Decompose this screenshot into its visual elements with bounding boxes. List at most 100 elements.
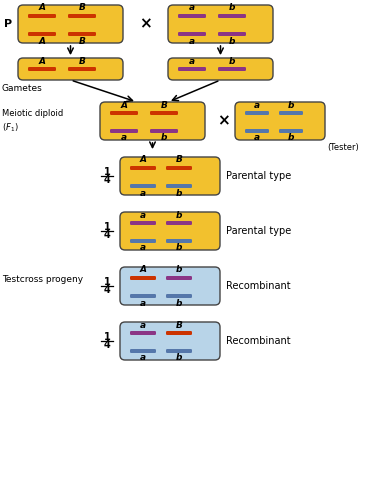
FancyBboxPatch shape [130,349,156,353]
Text: a: a [140,299,146,308]
FancyBboxPatch shape [120,322,220,360]
Text: a: a [140,353,146,362]
FancyBboxPatch shape [235,102,325,140]
FancyBboxPatch shape [279,111,303,115]
FancyBboxPatch shape [130,184,156,188]
Text: a: a [254,133,260,143]
FancyBboxPatch shape [279,129,303,133]
Text: a: a [121,133,127,143]
FancyBboxPatch shape [166,294,192,298]
FancyBboxPatch shape [28,67,56,71]
FancyBboxPatch shape [130,221,156,225]
Text: b: b [176,265,182,275]
Text: B: B [176,156,183,165]
FancyBboxPatch shape [130,239,156,243]
Text: b: b [229,57,235,65]
FancyBboxPatch shape [178,67,206,71]
FancyBboxPatch shape [166,221,192,225]
FancyBboxPatch shape [166,276,192,280]
FancyBboxPatch shape [68,32,96,36]
Text: A: A [140,265,147,275]
Text: a: a [189,57,195,65]
Text: b: b [229,3,235,12]
FancyBboxPatch shape [130,166,156,170]
Text: 4: 4 [104,175,110,185]
Text: Testcross progeny: Testcross progeny [2,276,83,285]
Text: a: a [140,321,146,329]
FancyBboxPatch shape [68,14,96,18]
FancyBboxPatch shape [218,32,246,36]
FancyBboxPatch shape [130,276,156,280]
FancyBboxPatch shape [178,32,206,36]
Text: a: a [189,36,195,46]
Text: 4: 4 [104,340,110,350]
FancyBboxPatch shape [18,5,123,43]
Text: B: B [176,321,183,329]
Text: ×: × [138,16,151,32]
Text: Parental type: Parental type [226,226,291,236]
FancyBboxPatch shape [218,14,246,18]
FancyBboxPatch shape [120,212,220,250]
Text: b: b [176,243,182,252]
FancyBboxPatch shape [166,331,192,335]
FancyBboxPatch shape [28,32,56,36]
Text: b: b [176,353,182,362]
Text: a: a [140,211,146,219]
Text: 1: 1 [104,332,110,342]
Text: $(F_1)$: $(F_1)$ [2,122,19,134]
FancyBboxPatch shape [168,58,273,80]
Text: 1: 1 [104,167,110,177]
Text: a: a [189,3,195,12]
FancyBboxPatch shape [150,111,178,115]
Text: a: a [140,189,146,197]
FancyBboxPatch shape [18,58,123,80]
Text: ×: × [216,113,229,129]
Text: b: b [288,100,294,109]
Text: Recombinant: Recombinant [226,336,291,346]
Text: b: b [176,189,182,197]
Text: A: A [39,36,46,46]
Text: 4: 4 [104,285,110,295]
FancyBboxPatch shape [110,111,138,115]
Text: Recombinant: Recombinant [226,281,291,291]
FancyBboxPatch shape [166,166,192,170]
FancyBboxPatch shape [68,67,96,71]
Text: b: b [288,133,294,143]
Text: 1: 1 [104,222,110,232]
FancyBboxPatch shape [130,294,156,298]
FancyBboxPatch shape [178,14,206,18]
FancyBboxPatch shape [166,349,192,353]
Text: b: b [161,133,167,143]
FancyBboxPatch shape [166,184,192,188]
FancyBboxPatch shape [245,111,269,115]
FancyBboxPatch shape [166,239,192,243]
FancyBboxPatch shape [168,5,273,43]
Text: B: B [78,57,85,65]
Text: A: A [121,100,128,109]
Text: B: B [161,100,167,109]
Text: Parental type: Parental type [226,171,291,181]
Text: a: a [254,100,260,109]
Text: B: B [78,36,85,46]
FancyBboxPatch shape [120,157,220,195]
Text: A: A [140,156,147,165]
Text: a: a [140,243,146,252]
Text: 1: 1 [104,277,110,287]
FancyBboxPatch shape [150,129,178,133]
FancyBboxPatch shape [110,129,138,133]
Text: A: A [39,3,46,12]
FancyBboxPatch shape [218,67,246,71]
FancyBboxPatch shape [130,331,156,335]
Text: Meiotic diploid: Meiotic diploid [2,109,63,119]
FancyBboxPatch shape [245,129,269,133]
Text: (Tester): (Tester) [327,143,359,152]
Text: b: b [229,36,235,46]
FancyBboxPatch shape [100,102,205,140]
Text: P: P [4,19,12,29]
Text: A: A [39,57,46,65]
Text: b: b [176,299,182,308]
Text: Gametes: Gametes [2,84,43,93]
Text: 4: 4 [104,230,110,240]
Text: B: B [78,3,85,12]
FancyBboxPatch shape [120,267,220,305]
